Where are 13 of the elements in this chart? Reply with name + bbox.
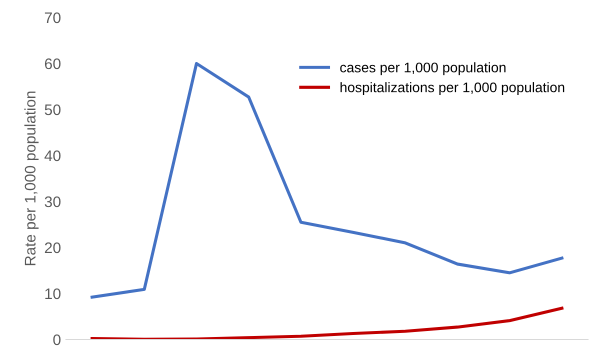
y-tick-label: 50 <box>44 104 61 116</box>
y-tick-label: 10 <box>45 288 61 300</box>
y-tick-label: 40 <box>44 150 61 162</box>
legend-label: hospitalizations per 1,000 population <box>340 82 564 96</box>
line-series <box>90 306 564 340</box>
y-tick-label: 60 <box>44 58 61 70</box>
y-tick-label: 30 <box>44 196 61 208</box>
legend-label: cases per 1,000 population <box>340 62 506 76</box>
y-tick-label: 70 <box>44 12 61 24</box>
y-tick-label: 20 <box>44 242 61 254</box>
y-axis-title: Rate per 1,000 population <box>24 92 39 266</box>
line-series <box>90 62 564 299</box>
y-tick-label: 0 <box>53 334 61 346</box>
